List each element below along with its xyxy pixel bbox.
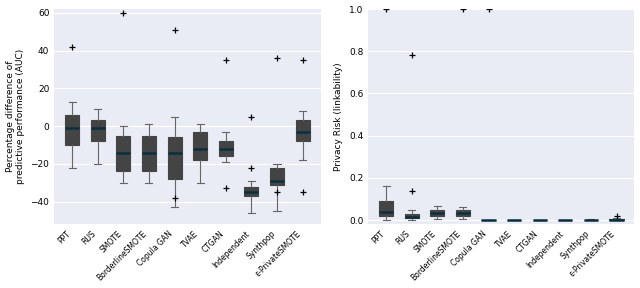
PathPatch shape bbox=[404, 214, 419, 218]
PathPatch shape bbox=[65, 115, 79, 145]
PathPatch shape bbox=[296, 120, 310, 141]
PathPatch shape bbox=[584, 219, 598, 220]
PathPatch shape bbox=[430, 210, 444, 216]
PathPatch shape bbox=[142, 136, 156, 171]
PathPatch shape bbox=[609, 219, 623, 220]
PathPatch shape bbox=[456, 210, 470, 216]
PathPatch shape bbox=[219, 141, 233, 156]
Y-axis label: Percentage difference of
predictive performance (AUC): Percentage difference of predictive perf… bbox=[6, 49, 25, 184]
PathPatch shape bbox=[193, 132, 207, 160]
PathPatch shape bbox=[379, 201, 393, 216]
PathPatch shape bbox=[168, 137, 182, 179]
PathPatch shape bbox=[270, 168, 284, 185]
PathPatch shape bbox=[244, 187, 259, 196]
Y-axis label: Privacy Risk (linkability): Privacy Risk (linkability) bbox=[334, 62, 344, 171]
PathPatch shape bbox=[91, 120, 105, 141]
PathPatch shape bbox=[116, 136, 131, 171]
